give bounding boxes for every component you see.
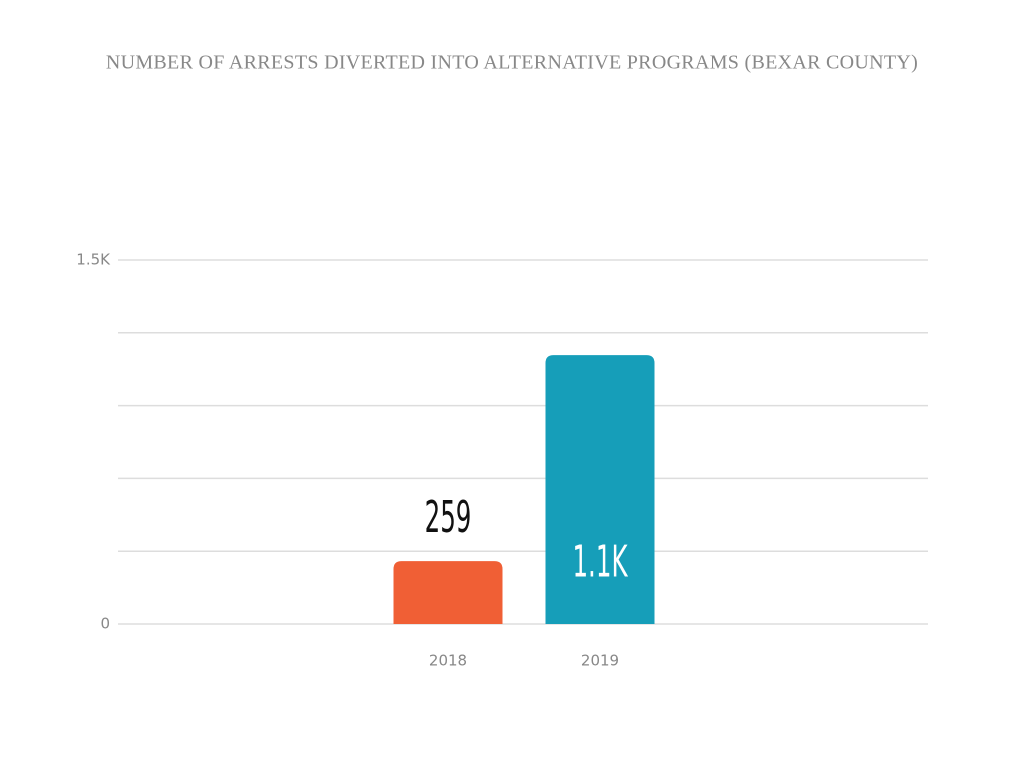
bar [545,355,655,624]
x-tick-label: 2019 [581,652,619,670]
chart-title: NUMBER OF ARRESTS DIVERTED INTO ALTERNAT… [106,52,918,74]
bar [393,561,503,624]
y-tick-label: 1.5K [76,251,111,269]
y-tick-label: 0 [100,615,110,633]
value-label: 1.1K [572,536,628,588]
x-tick-label: 2018 [429,652,467,670]
value-label: 259 [425,491,472,543]
